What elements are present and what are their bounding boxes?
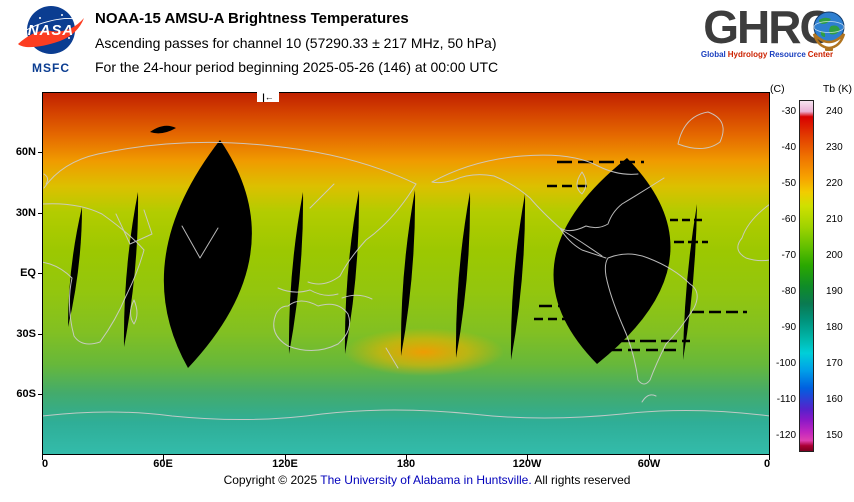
- colorbar-c-label: -40: [781, 142, 796, 153]
- lon-tick: [42, 455, 43, 460]
- pass-start-marker: |←: [257, 92, 279, 102]
- map-frame: [42, 92, 770, 455]
- brightness-temperature-map: [41, 92, 771, 455]
- lon-label-0e: 0: [41, 458, 49, 470]
- colorbar-k-label: 230: [826, 142, 843, 153]
- nasa-insignia-icon: NASA: [18, 6, 84, 54]
- ghrc-tagline-word: Center: [807, 50, 834, 59]
- colorbar-row: -120 150: [766, 430, 852, 442]
- colorbar-c-label: -90: [781, 322, 796, 333]
- colorbar-k-label: 240: [826, 106, 843, 117]
- colorbar-row: -40 230: [766, 142, 852, 154]
- ghrc-logo: GHRC Global Hydrology Resource Center: [682, 2, 852, 59]
- lon-label-60w: 60W: [637, 458, 661, 470]
- page-subtitle: Ascending passes for channel 10 (57290.3…: [95, 35, 497, 51]
- colorbar-header: (C) Tb (K): [770, 83, 852, 95]
- lat-tick: [38, 152, 42, 153]
- colorbar-row: -50 220: [766, 178, 852, 190]
- colorbar-k-label: 210: [826, 214, 843, 225]
- colorbar-c-label: -50: [781, 178, 796, 189]
- map-plot: [41, 92, 771, 455]
- lon-label-180: 180: [396, 458, 416, 470]
- colorbar-k-label: 220: [826, 178, 843, 189]
- lon-tick: [163, 455, 164, 460]
- colorbar-k-label: 170: [826, 358, 843, 369]
- colorbar-row: -60 210: [766, 214, 852, 226]
- colorbar-c-label: -120: [775, 430, 796, 441]
- colorbar-c-label: -100: [775, 358, 796, 369]
- ghrc-tagline-word: Global: [700, 50, 726, 59]
- lat-label-30s: 30S: [16, 328, 36, 340]
- page-period-line: For the 24-hour period beginning 2025-05…: [95, 59, 499, 75]
- lat-tick: [38, 394, 42, 395]
- missing-scanline-dashes: [534, 160, 747, 352]
- colorbar-c-label: -80: [781, 286, 796, 297]
- lat-tick: [38, 273, 42, 274]
- colorbar-k-label: 190: [826, 286, 843, 297]
- lon-tick: [649, 455, 650, 460]
- lon-tick: [406, 455, 407, 460]
- lon-label-120e: 120E: [272, 458, 298, 470]
- colorbar-row: -70 200: [766, 250, 852, 262]
- university-link[interactable]: The University of Alabama in Huntsville.: [320, 473, 532, 487]
- lon-label-60e: 60E: [153, 458, 173, 470]
- copyright-line: Copyright © 2025 The University of Alaba…: [0, 473, 854, 487]
- title-block: NOAA-15 AMSU-A Brightness Temperatures A…: [95, 10, 498, 75]
- warm-anomaly-patch: [344, 328, 504, 376]
- globe-icon: [812, 11, 846, 51]
- ghrc-tagline: Global Hydrology Resource Center: [682, 50, 852, 59]
- ghrc-tagline-word: Resource: [769, 50, 806, 59]
- colorbar-c-label: -60: [781, 214, 796, 225]
- colorbar-kelvin-header: Tb (K): [822, 83, 852, 95]
- lat-label-60n: 60N: [15, 146, 36, 158]
- nasa-logo: NASA MSFC: [10, 4, 92, 75]
- colorbar-row: -30 240: [766, 106, 852, 118]
- colorbar-row: -100 170: [766, 358, 852, 370]
- colorbar-row: -90 180: [766, 322, 852, 334]
- lat-label-30n: 30N: [15, 207, 36, 219]
- colorbar-c-label: -110: [776, 394, 796, 405]
- colorbar-celsius-header: (C): [770, 83, 785, 95]
- nasa-center-label: MSFC: [32, 61, 70, 75]
- colorbar-c-label: -30: [781, 106, 796, 117]
- lat-label-eq: EQ: [20, 267, 36, 279]
- colorbar-k-label: 150: [826, 430, 843, 441]
- colorbar-k-label: 180: [826, 322, 843, 333]
- copyright-suffix: All rights reserved: [531, 473, 631, 487]
- lon-label-120w: 120W: [512, 458, 542, 470]
- lon-label-0w: 0: [763, 458, 771, 470]
- page-title: NOAA-15 AMSU-A Brightness Temperatures: [95, 10, 409, 27]
- lon-tick: [769, 455, 770, 460]
- copyright-prefix: Copyright © 2025: [223, 473, 321, 487]
- ghrc-tagline-word: Hydrology: [727, 50, 768, 59]
- nasa-wordmark: NASA: [28, 22, 75, 39]
- colorbar-k-label: 200: [826, 250, 843, 261]
- colorbar-row: -110 160: [766, 394, 852, 406]
- colorbar-c-label: -70: [781, 250, 796, 261]
- lon-tick: [527, 455, 528, 460]
- colorbar-k-label: 160: [826, 394, 843, 405]
- lat-tick: [38, 213, 42, 214]
- coastlines-overlay: [41, 111, 771, 421]
- lat-tick: [38, 334, 42, 335]
- lat-label-60s: 60S: [16, 388, 36, 400]
- colorbar-row: -80 190: [766, 286, 852, 298]
- lon-tick: [285, 455, 286, 460]
- ghrc-logo-text: GHRC: [703, 1, 832, 53]
- colorbar-gradient: [799, 100, 814, 452]
